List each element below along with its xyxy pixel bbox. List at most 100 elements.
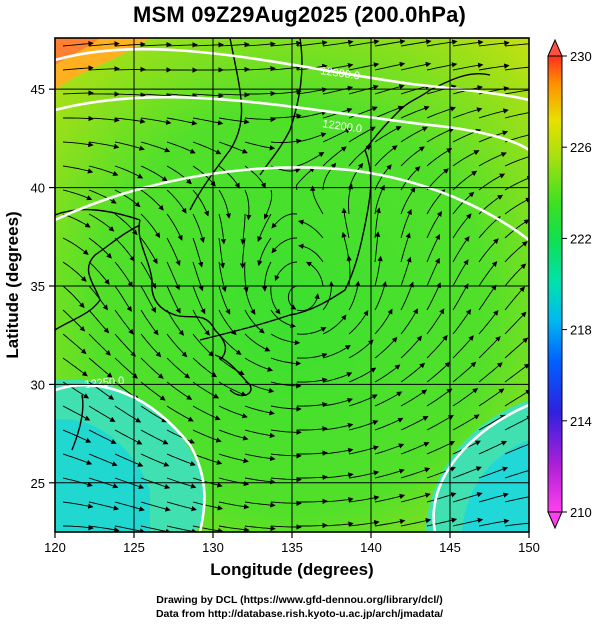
streamline [114,309,134,335]
streamline [219,66,250,73]
streamline [504,522,529,527]
streamline [62,405,91,421]
streamline [452,283,469,311]
streamline [270,453,302,459]
streamline [218,453,249,464]
streamline [192,429,222,443]
streamline [244,189,252,221]
credit-data-source: Data from http://database.rish.kyoto-u.a… [155,608,444,620]
streamline [374,164,392,191]
streamline [62,213,91,228]
streamline [374,145,398,167]
streamline [218,501,250,510]
x-tick-label: 150 [518,540,540,555]
streamline [374,518,406,527]
streamline [452,191,475,215]
streamline [297,522,328,529]
honshu-coast [199,149,372,341]
streamline [166,285,181,314]
streamline [166,429,195,444]
streamline [166,501,197,512]
streamline [426,282,441,311]
streamline [478,173,506,191]
streamline [341,207,350,239]
streamline [296,152,325,167]
streamline [452,150,480,167]
streamline [296,293,320,312]
streamline [63,115,94,122]
colorbar-min-arrow [547,511,563,530]
streamline [374,308,393,335]
streamline [400,362,426,383]
streamline [296,401,328,408]
streamline [218,477,250,487]
streamline [218,285,231,315]
streamline [426,257,440,287]
streamline [478,238,499,263]
x-tick-label: 140 [360,540,382,555]
streamline [244,285,256,315]
streamline [452,235,470,263]
streamline [400,256,412,287]
streamline [348,520,380,527]
streamline [218,237,225,269]
streamline [452,39,484,47]
streamline [88,501,120,511]
streamline [504,337,529,359]
streamline [426,168,449,191]
streamline [374,468,405,479]
wind-streamlines [62,39,529,532]
streamline [296,87,328,95]
streamline [348,420,379,431]
streamline [400,416,429,431]
streamline [374,84,405,95]
streamline [62,237,89,255]
russia-coast [189,38,243,211]
streamline [400,166,421,191]
streamline [504,415,529,431]
streamline [400,517,432,527]
streamline [166,525,198,532]
streamline [426,127,455,143]
streamline [374,126,402,143]
streamline [166,261,180,291]
streamline [114,525,146,532]
streamline [218,405,248,419]
streamline [478,388,505,407]
streamline [218,41,250,48]
streamline [426,234,441,263]
streamline [114,165,144,179]
streamline [192,237,204,268]
page-title: MSM 09Z29Aug2025 (200.0hPa) [132,2,467,27]
x-tick-label: 135 [281,540,303,555]
streamline [192,381,220,399]
streamline [400,467,431,479]
streamline [452,335,474,359]
streamline [166,357,191,379]
streamline [400,232,411,263]
streamline [348,339,374,359]
streamline [426,211,443,239]
streamline [192,405,221,421]
streamline [348,470,380,479]
streamline [166,42,198,48]
x-tick-label: 130 [202,540,224,555]
streamline [478,466,509,479]
streamline [166,381,193,400]
streamline [62,165,94,174]
y-tick-label: 25 [31,476,45,491]
streamline [192,285,206,315]
streamline [62,141,94,148]
contour-labels: 12300.0 12200.0 12250.0 [84,65,363,391]
streamline [140,141,171,153]
streamline [426,39,458,47]
streamline [270,89,302,95]
streamline [270,405,302,412]
streamline [114,429,143,445]
streamline [270,138,302,144]
streamline [62,501,94,509]
streamline [426,308,445,335]
streamline [166,141,196,154]
coastlines [55,38,491,451]
contour-label: 12250.0 [84,375,125,391]
